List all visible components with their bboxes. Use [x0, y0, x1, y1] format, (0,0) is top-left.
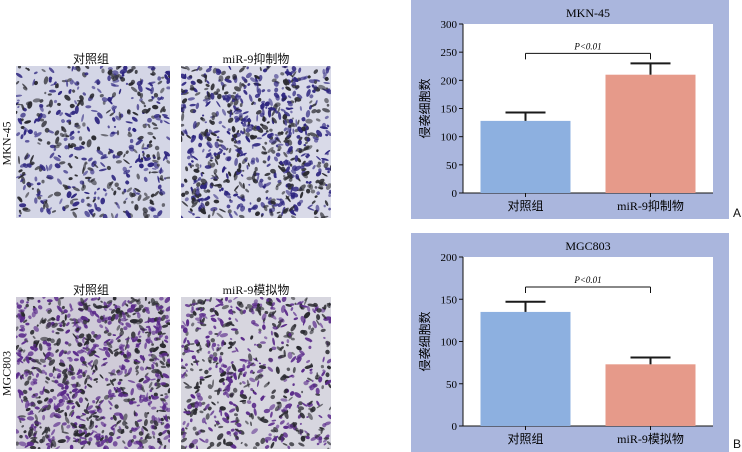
significance-label: P<0.01 [573, 41, 601, 51]
y-tick-label: 250 [441, 47, 458, 59]
col-label-treatment-row2: miR-9模拟物 [222, 283, 290, 297]
y-axis-label: 侵袭细胞数 [417, 78, 432, 138]
y-tick-label: 150 [441, 294, 458, 306]
y-tick-label: 100 [441, 337, 458, 349]
y-tick-label: 100 [441, 132, 458, 144]
col-label-control-row2: 对照组 [72, 283, 109, 297]
y-tick-label: 50 [446, 379, 458, 391]
x-tick-label: 对照组 [507, 432, 543, 446]
panel-letter-b: B [733, 437, 742, 451]
panel-letter-a: A [733, 206, 742, 220]
col-label-treatment-row1: miR-9抑制物 [222, 52, 290, 66]
micrograph-background [181, 66, 331, 218]
y-tick-label: 50 [446, 160, 458, 172]
chart-title: MKN-45 [566, 6, 610, 20]
micrograph-mgc803-control [16, 297, 170, 449]
micrograph-mkn45-control [16, 66, 170, 218]
bar-control [480, 311, 571, 426]
y-tick-label: 0 [452, 421, 458, 433]
micrograph-mkn45-inhibitor [181, 66, 331, 218]
bar-control [480, 120, 571, 193]
micrograph-background [16, 66, 170, 218]
y-axis-label: 侵袭细胞数 [417, 311, 432, 371]
significance-label: P<0.01 [573, 275, 601, 285]
y-tick-label: 200 [441, 75, 458, 87]
chart-title: MGC803 [565, 239, 610, 253]
x-tick-label: miR-9抑制物 [617, 198, 684, 213]
y-tick-label: 150 [441, 104, 458, 116]
bar-treatment [605, 74, 696, 193]
y-tick-label: 300 [441, 19, 458, 31]
y-tick-label: 0 [452, 188, 458, 200]
row-label-mgc803: MGC803 [0, 350, 14, 397]
x-tick-label: miR-9模拟物 [617, 432, 684, 446]
y-tick-label: 200 [441, 252, 458, 264]
col-label-control-row1: 对照组 [72, 52, 109, 66]
row-label-mkn45: MKN-45 [0, 121, 14, 166]
micrograph-mgc803-mimic [181, 297, 331, 449]
bar-treatment [605, 364, 696, 426]
x-tick-label: 对照组 [507, 199, 543, 213]
